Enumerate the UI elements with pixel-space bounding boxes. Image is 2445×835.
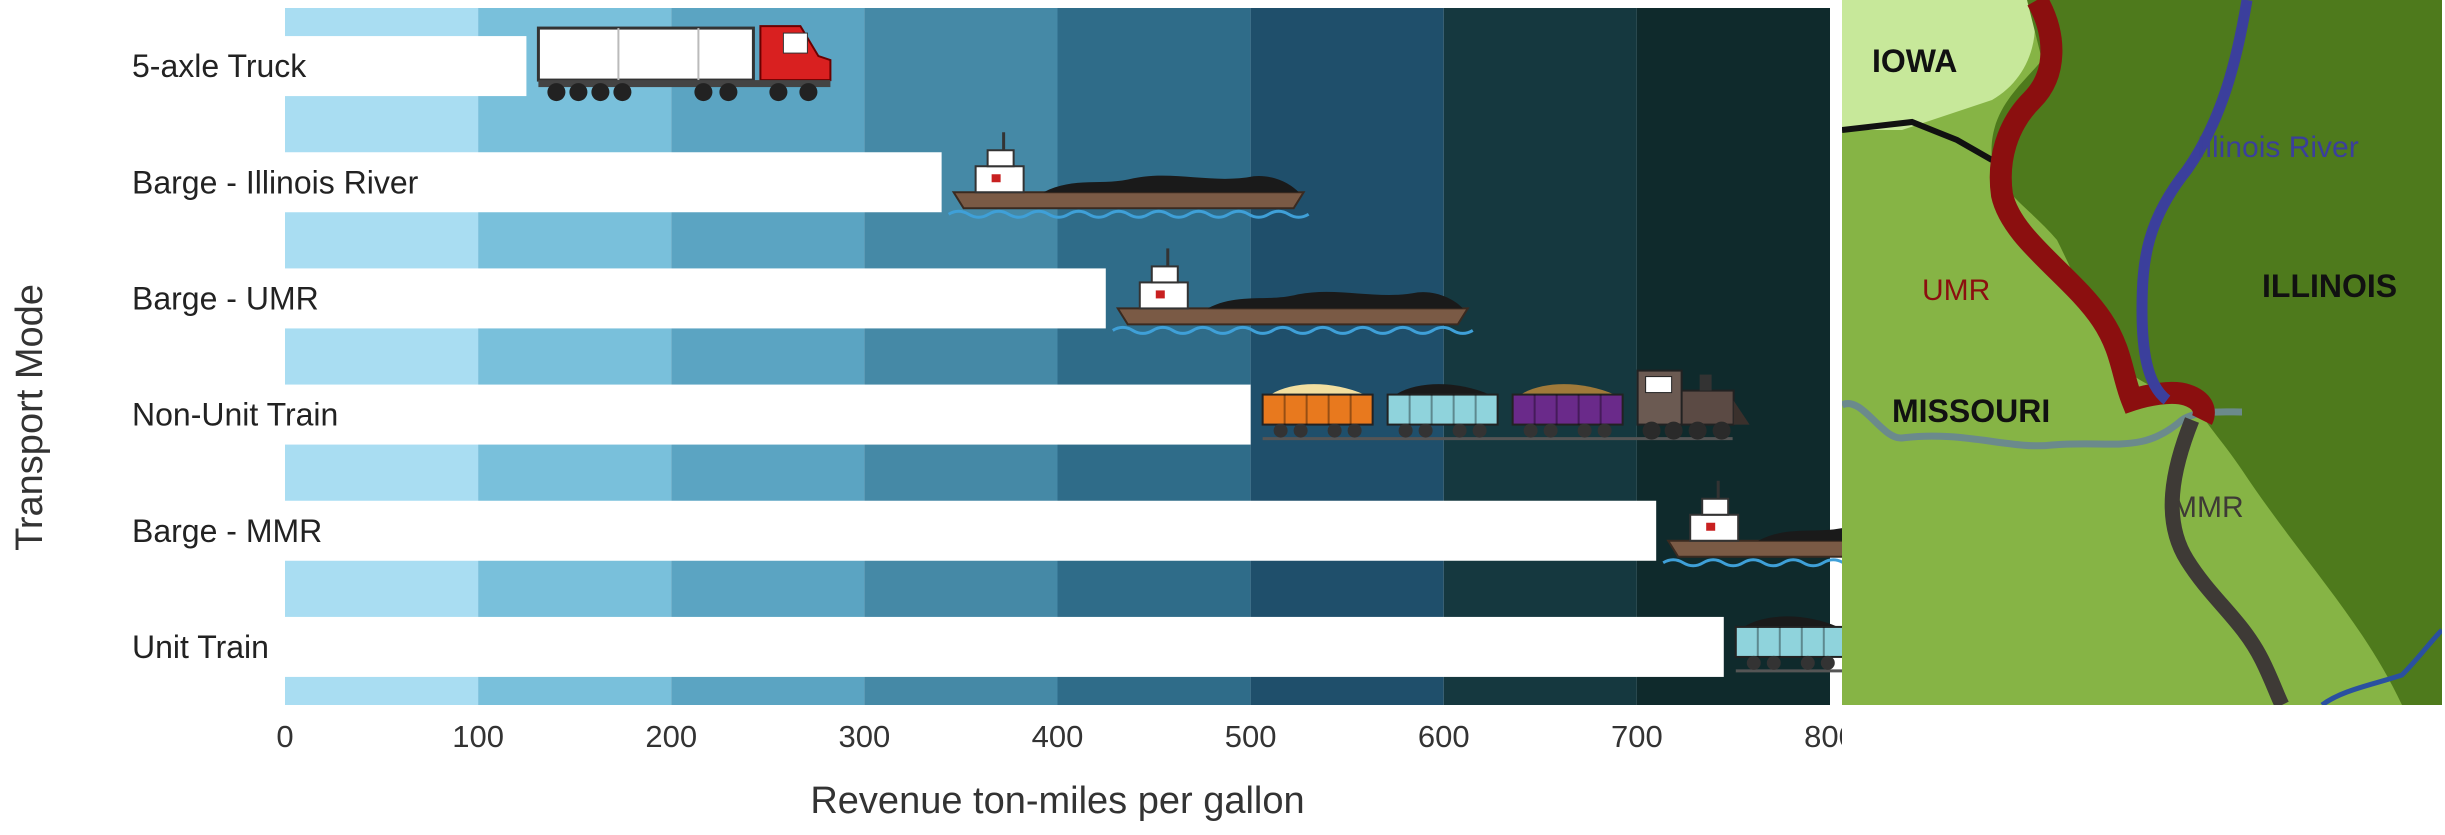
map-label-illinois: ILLINOIS — [2262, 268, 2397, 304]
y-axis-title: Transport Mode — [0, 0, 60, 835]
region-map: IOWA Illinois River ILLINOIS UMR MISSOUR… — [1842, 0, 2442, 705]
map-iowa-region — [1842, 0, 2036, 130]
map-illinois-region — [1991, 0, 2442, 705]
x-axis-ticks: 0 100 200 300 400 500 600 700 800 — [276, 719, 1842, 754]
x-tick-label: 300 — [839, 719, 891, 754]
bar — [285, 36, 527, 97]
coal-unit-train-icon — [1734, 616, 1842, 673]
category-label: Unit Train — [132, 629, 269, 665]
category-label: 5-axle Truck — [132, 48, 307, 84]
bars — [285, 36, 1724, 677]
background-band — [864, 8, 1058, 705]
barge-icon — [1662, 480, 1842, 568]
y-axis-title-text: Transport Mode — [8, 284, 51, 551]
background-band — [1250, 8, 1444, 705]
x-tick-label: 700 — [1611, 719, 1663, 754]
map-label-mmr: MMR — [2172, 491, 2244, 524]
x-tick-label: 600 — [1418, 719, 1470, 754]
background-band — [285, 8, 479, 705]
x-tick-label: 200 — [645, 719, 697, 754]
bar — [285, 152, 942, 213]
x-tick-label: 0 — [276, 719, 293, 754]
x-tick-label: 500 — [1225, 719, 1277, 754]
bar — [285, 268, 1106, 329]
background-band — [1443, 8, 1637, 705]
map-label-illinois-river: Illinois River — [2197, 131, 2359, 164]
bar — [285, 384, 1251, 445]
background-band — [671, 8, 865, 705]
mixed-freight-train-icon — [1261, 369, 1750, 441]
x-axis-title: Revenue ton-miles per gallon — [810, 780, 1305, 822]
bar-chart: 5-axle Truck Barge - Illinois River Barge … — [132, 8, 1842, 754]
category-labels: 5-axle Truck Barge - Illinois River Barge … — [132, 48, 419, 665]
x-tick-label: 800 — [1804, 719, 1842, 754]
map-label-umr: UMR — [1922, 274, 1990, 307]
mode-icons — [536, 25, 1842, 673]
background-band — [1636, 8, 1830, 705]
missouri-river-line — [1842, 400, 2243, 450]
bar — [285, 616, 1724, 677]
map-label-iowa: IOWA — [1872, 43, 1957, 79]
background-bands — [285, 8, 1830, 705]
x-tick-label: 100 — [452, 719, 504, 754]
category-label: Non-Unit Train — [132, 397, 338, 433]
map-state-border — [1842, 118, 1994, 163]
truck-icon — [536, 25, 832, 102]
category-label: Barge - MMR — [132, 513, 322, 549]
background-band — [1057, 8, 1251, 705]
bar — [285, 500, 1657, 561]
barge-icon — [1112, 248, 1474, 335]
barge-icon — [947, 132, 1310, 219]
ohio-river-line — [2320, 628, 2442, 705]
illinois-river-line — [2136, 0, 2253, 405]
category-label: Barge - Illinois River — [132, 164, 419, 200]
category-label: Barge - UMR — [132, 280, 319, 316]
mmr-river-line — [2164, 417, 2289, 705]
map-label-missouri: MISSOURI — [1892, 393, 2050, 429]
background-band — [478, 8, 672, 705]
x-tick-label: 400 — [1032, 719, 1084, 754]
umr-river-line — [1989, 0, 2215, 425]
